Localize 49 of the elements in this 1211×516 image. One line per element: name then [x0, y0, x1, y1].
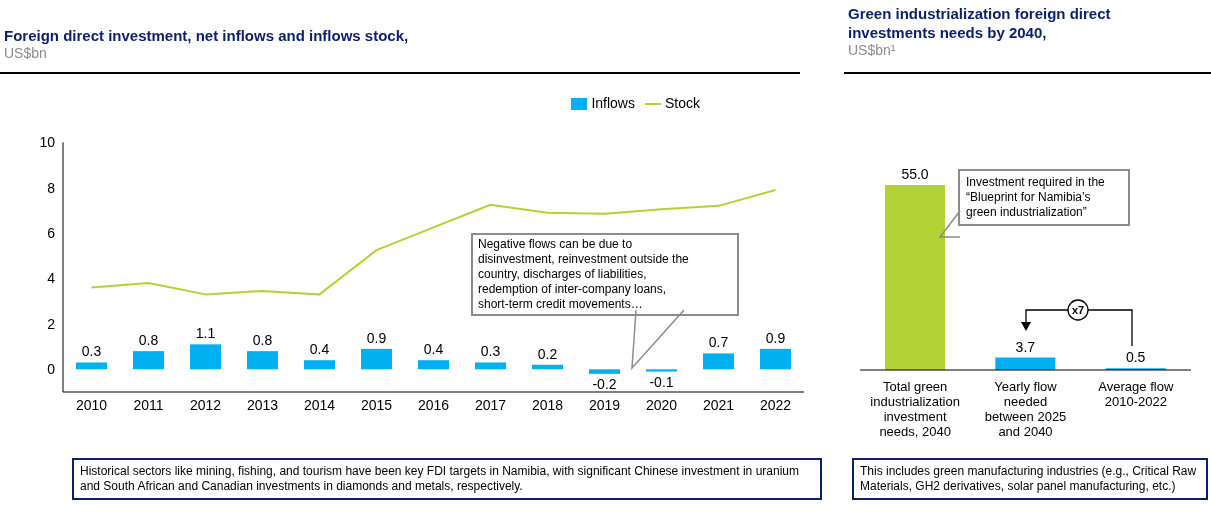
- legend-label: Stock: [664, 95, 700, 111]
- data-label: 55.0: [901, 166, 929, 182]
- data-label: 0.9: [765, 329, 786, 346]
- y-tick-label: 10: [39, 134, 56, 151]
- data-label: -0.2: [592, 375, 617, 392]
- chart-title: Green industrialization foreign direct investments needs by 2040,: [848, 4, 1112, 42]
- chart-title: Foreign direct investment, net inflows and inflows stock,: [4, 26, 410, 45]
- legend-label: Inflows: [591, 95, 635, 111]
- x-tick-label: 2019: [588, 396, 621, 413]
- x-tick-label: 2011: [133, 396, 164, 413]
- annotation: Investment required in the “Blueprint for Namibia’s green industrialization”: [958, 169, 1130, 226]
- data-label: -0.1: [649, 373, 674, 390]
- chart-subtitle: US$bn¹: [848, 42, 897, 59]
- x-tick-label: 2021: [702, 396, 735, 413]
- text: Historical sectors like mining, fishing, and tourism have been key FDI targets in Namibia, with significant Chinese investment in uranium and South African and Canadian investments in diamonds and metals, respectively.: [72, 458, 822, 500]
- y-tick-label: 0: [47, 361, 56, 378]
- data-label: 0.5: [1125, 349, 1146, 366]
- data-label: 0.3: [480, 343, 501, 360]
- data-label: 0.4: [423, 341, 444, 358]
- data-label: 0.8: [138, 332, 159, 349]
- x-tick-label: 2010: [75, 396, 108, 413]
- data-label: 0.4: [309, 341, 330, 358]
- x-tick-label: 2015: [360, 396, 393, 413]
- chart-subtitle: US$bn: [4, 45, 48, 62]
- annotation: x7: [1068, 302, 1088, 318]
- data-label: 0.2: [537, 345, 558, 362]
- x-tick-label: 2012: [189, 396, 222, 413]
- y-tick-label: 8: [47, 179, 56, 196]
- annotation: Negative flows can be due to disinvestment, reinvestment outside the country, discharges of liabilities, redemption of inter-company loans, short-term credit movements…: [478, 237, 690, 312]
- x-tick-label: 2020: [645, 396, 678, 413]
- x-tick-label: 2016: [417, 396, 450, 413]
- data-label: 1.1: [195, 325, 216, 342]
- x-tick-label: Yearly flow needed between 2025 and 2040: [984, 379, 1067, 440]
- data-label: 0.7: [708, 334, 729, 351]
- x-tick-label: 2013: [246, 396, 279, 413]
- x-tick-label: Total green industrialization investment needs, 2040: [870, 379, 960, 440]
- y-tick-label: 2: [47, 315, 56, 332]
- y-tick-label: 6: [47, 225, 56, 242]
- x-tick-label: Average flow 2010-2022: [1098, 379, 1174, 410]
- x-tick-label: 2014: [303, 396, 336, 413]
- text: This includes green manufacturing industries (e.g., Critical Raw Materials, GH2 derivatives, solar panel manufacturing, etc.): [852, 458, 1208, 500]
- x-tick-label: 2022: [759, 396, 792, 413]
- data-label: 0.9: [366, 329, 387, 346]
- data-label: 0.3: [81, 343, 102, 360]
- data-label: 0.8: [252, 332, 273, 349]
- data-label: 3.7: [1015, 338, 1036, 355]
- x-tick-label: 2018: [531, 396, 564, 413]
- x-tick-label: 2017: [474, 396, 507, 413]
- y-tick-label: 4: [47, 270, 56, 287]
